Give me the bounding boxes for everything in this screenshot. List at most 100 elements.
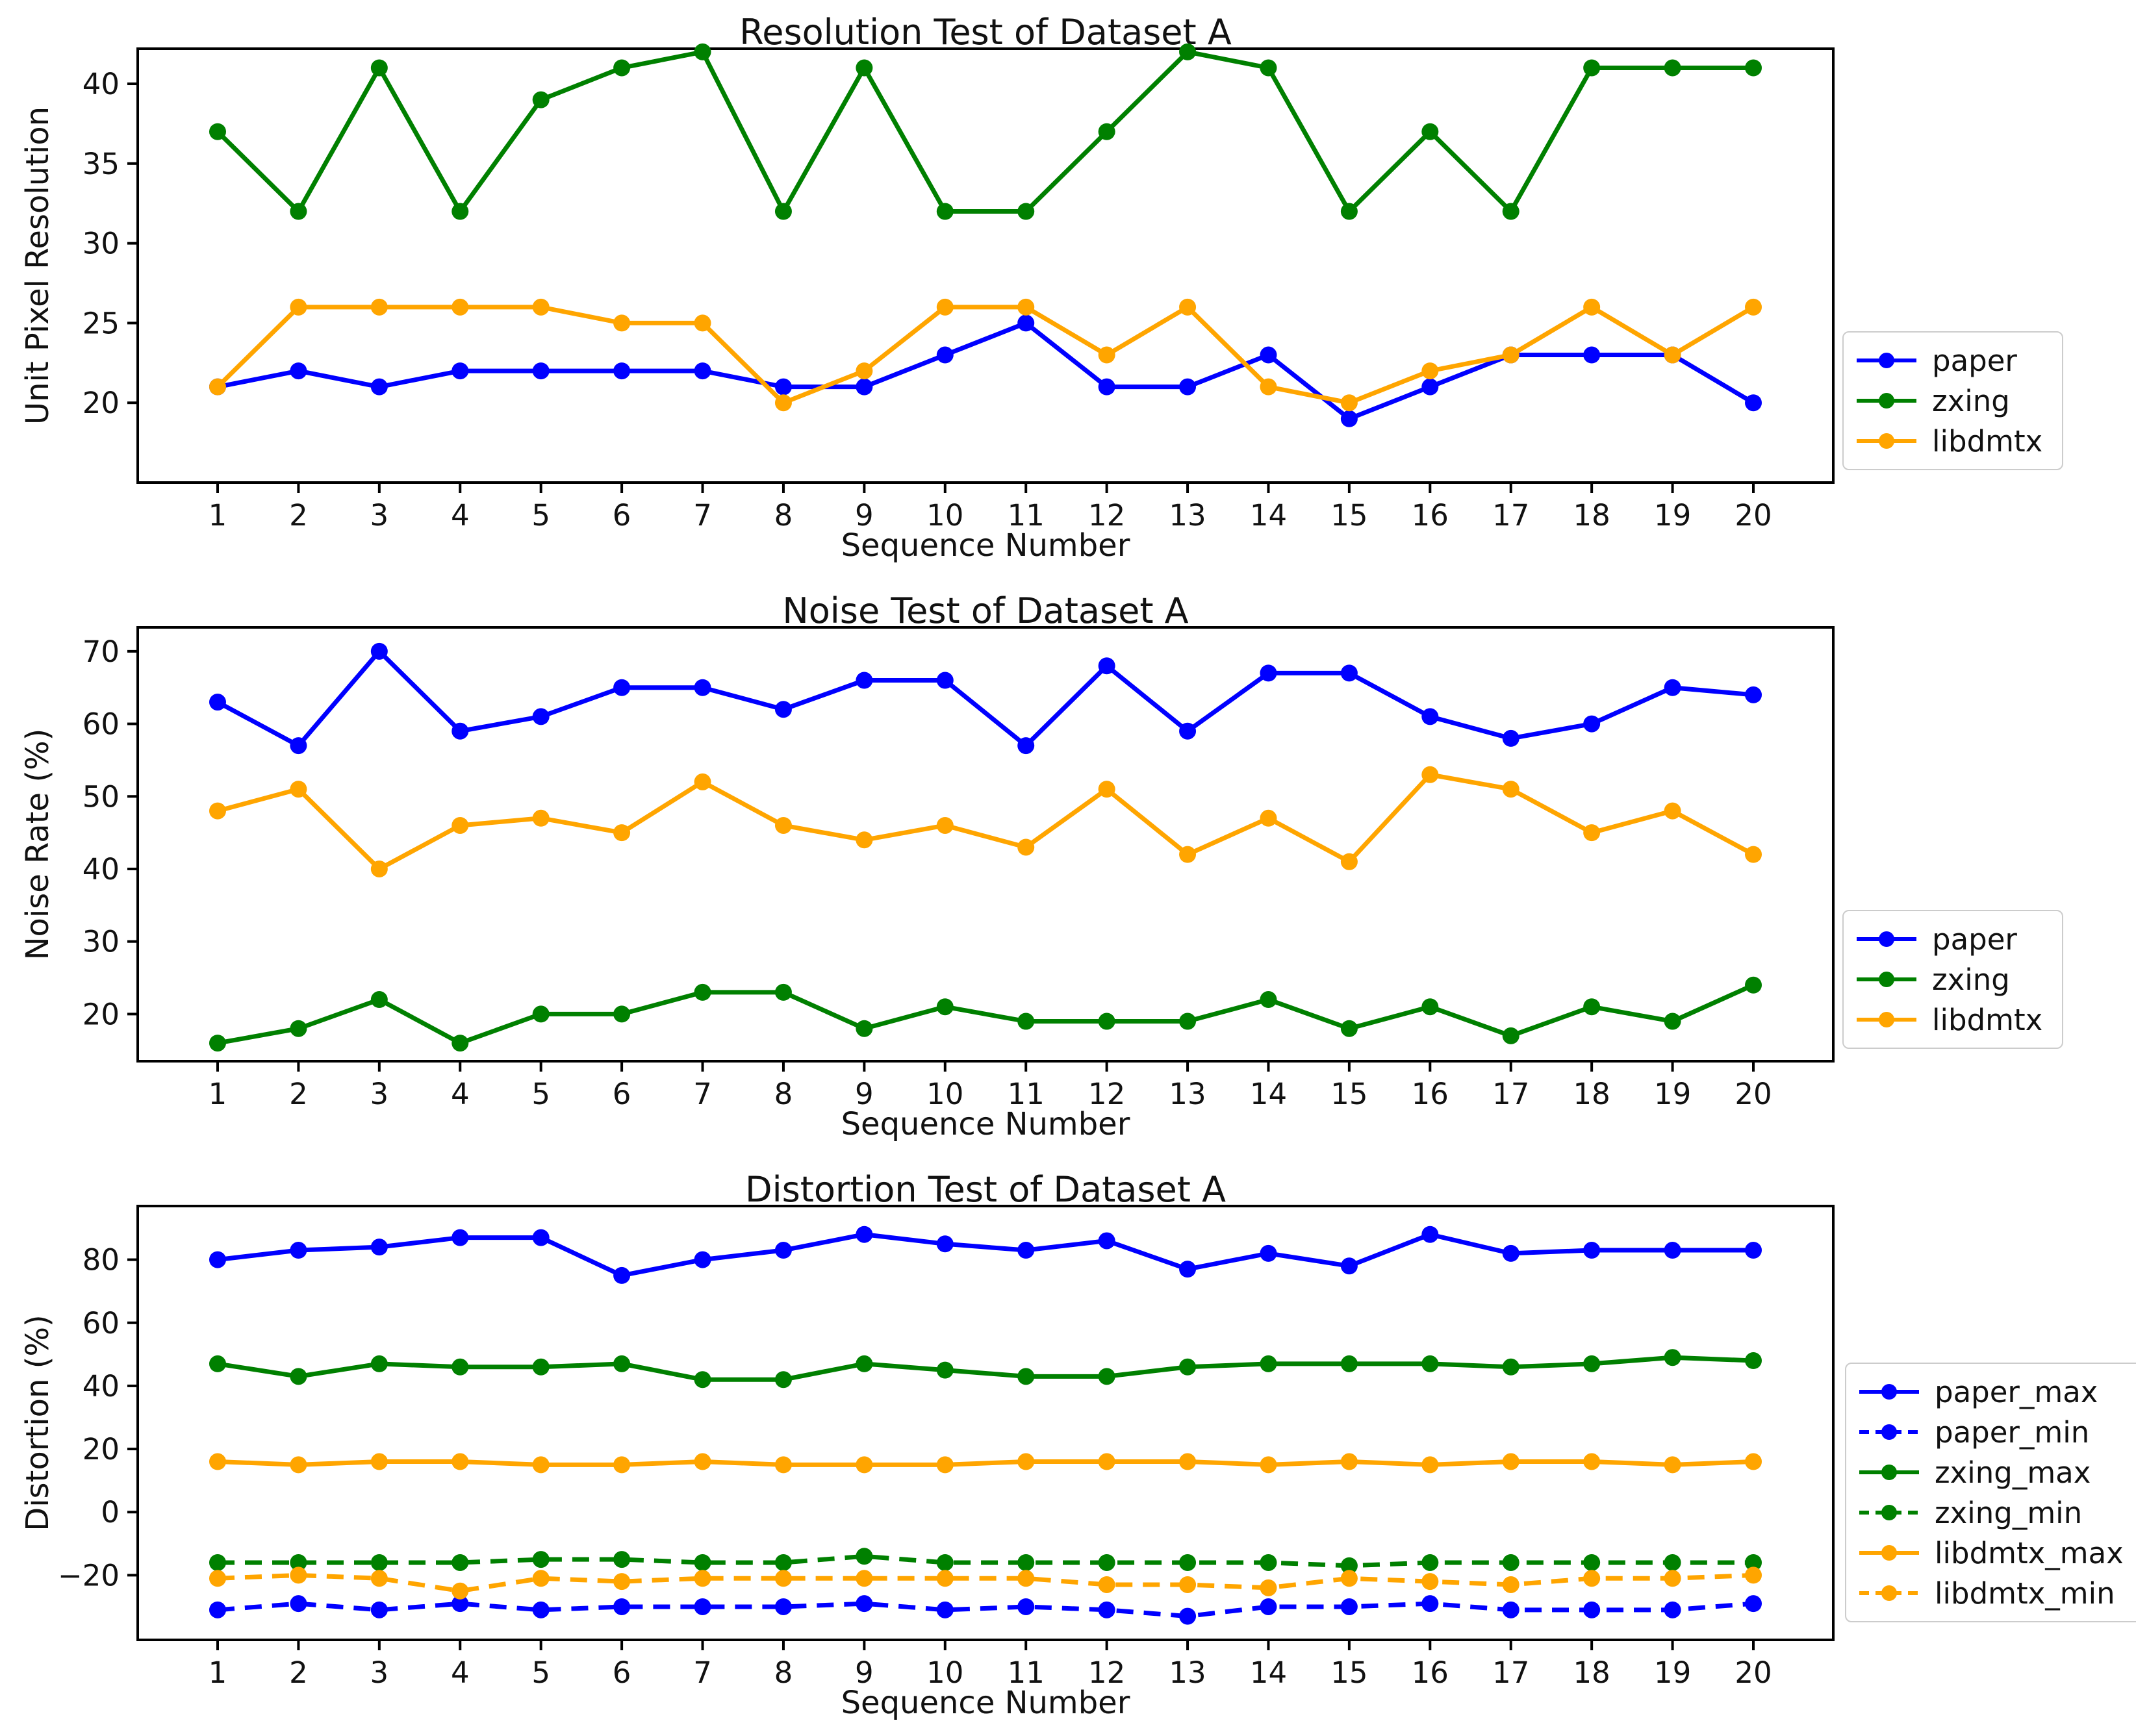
legend-label: zxing (1932, 962, 2010, 997)
marker-paper (1098, 378, 1115, 396)
marker-zxing (936, 203, 954, 220)
y-tick-label: 25 (83, 306, 120, 340)
marker-libdmtx (1664, 346, 1681, 364)
marker-zxing (1017, 203, 1035, 220)
marker-libdmtx (694, 773, 711, 790)
marker-zxing (451, 1035, 469, 1052)
x-tick-label: 15 (1330, 1077, 1367, 1111)
marker-zxing_min (1179, 1554, 1197, 1571)
series-zxing (209, 976, 1762, 1052)
marker-libdmtx (209, 802, 226, 820)
marker-paper (694, 679, 711, 696)
marker-libdmtx (1745, 846, 1762, 863)
marker-paper (1260, 346, 1277, 364)
marker-libdmtx_min (856, 1570, 873, 1587)
marker-libdmtx_min (370, 1570, 388, 1587)
legend-item-paper: paper (1855, 340, 2042, 381)
x-tick-label: 10 (926, 1077, 963, 1111)
x-tick-label: 1 (209, 1655, 227, 1690)
marker-zxing_max (694, 1371, 711, 1389)
marker-libdmtx_max (1421, 1456, 1439, 1474)
x-tick-label: 13 (1169, 1077, 1206, 1111)
x-tick-label: 7 (693, 1655, 712, 1690)
marker-paper (370, 642, 388, 660)
marker-paper (774, 378, 792, 396)
x-tick-label: 14 (1250, 1655, 1287, 1690)
marker-libdmtx (1340, 853, 1358, 870)
marker-zxing (1098, 1013, 1115, 1030)
marker-libdmtx_min (1179, 1576, 1197, 1593)
marker-paper (532, 362, 550, 380)
y-tick-label: 60 (83, 1306, 120, 1340)
marker-libdmtx (1179, 846, 1197, 863)
x-tick-label: 6 (613, 1655, 631, 1690)
axes (136, 47, 1835, 484)
chart-title-distortion: Distortion Test of Dataset A (744, 1169, 1227, 1210)
marker-paper (1502, 729, 1519, 747)
marker-zxing (856, 1020, 873, 1037)
legend-item-paper: paper (1855, 919, 2042, 959)
marker-libdmtx (1260, 378, 1277, 396)
legend-label: libdmtx_max (1935, 1535, 2124, 1570)
marker-zxing_min (774, 1554, 792, 1571)
series-line-zxing_min (218, 1554, 1753, 1568)
marker-libdmtx_max (1583, 1453, 1601, 1470)
series-libdmtx_min (209, 1566, 1762, 1600)
swatch-marker (1879, 1012, 1894, 1027)
marker-paper_min (613, 1598, 631, 1615)
x-tick-label: 5 (531, 1655, 550, 1690)
plot-frame (136, 47, 1835, 484)
marker-libdmtx (532, 298, 550, 316)
marker-libdmtx_max (532, 1456, 550, 1474)
marker-zxing (209, 123, 226, 140)
series-line-paper_max (217, 1232, 1753, 1278)
legend-label: paper_min (1935, 1415, 2090, 1450)
marker-libdmtx (290, 781, 307, 798)
marker-paper (1583, 346, 1601, 364)
marker-paper_max (1421, 1226, 1439, 1243)
libdmtx-line-swatch (1857, 433, 1916, 449)
marker-paper_min (1583, 1601, 1601, 1618)
marker-libdmtx_max (936, 1456, 954, 1474)
legend-label: libdmtx (1932, 423, 2043, 459)
marker-libdmtx (1502, 781, 1519, 798)
marker-libdmtx (1098, 346, 1115, 364)
x-axis-label-noise: Sequence Number (841, 1106, 1130, 1142)
marker-paper (1340, 664, 1358, 682)
legend-item-zxing-min: zxing_min (1858, 1492, 2124, 1533)
marker-libdmtx (1502, 346, 1519, 364)
marker-libdmtx (613, 824, 631, 842)
x-axis-ticks: 1 2 3 4 5 6 7 8 9 10 11 12 13 14 15 16 17 18 19 20 (209, 483, 1772, 533)
series-libdmtx (209, 766, 1762, 877)
legend-label: libdmtx (1932, 1002, 2043, 1037)
marker-paper_min (774, 1598, 792, 1615)
x-axis-label-resolution: Sequence Number (841, 527, 1130, 564)
x-tick-label: 9 (855, 1655, 874, 1690)
x-tick-label: 2 (289, 498, 308, 533)
marker-zxing_max (1017, 1368, 1035, 1385)
legend-distortion: paper_max paper_min zxing_max zxing_min … (1845, 1363, 2136, 1622)
marker-libdmtx (451, 298, 469, 316)
series-line-paper (217, 320, 1755, 421)
y-tick-label: 40 (83, 67, 120, 101)
marker-zxing (1745, 976, 1762, 994)
marker-libdmtx_max (694, 1453, 711, 1470)
marker-zxing (1179, 1013, 1197, 1030)
x-tick-label: 8 (774, 1077, 793, 1111)
marker-paper (936, 672, 954, 689)
marker-libdmtx (370, 860, 388, 877)
marker-paper (1260, 664, 1277, 682)
x-tick-label: 19 (1654, 1655, 1691, 1690)
swatch-marker (1879, 433, 1894, 449)
legend-item-paper-max: paper_max (1858, 1372, 2124, 1412)
y-axis-ticks: 20 30 40 50 60 70 (83, 635, 138, 1031)
marker-libdmtx_max (1340, 1453, 1358, 1470)
marker-paper (1745, 394, 1762, 412)
marker-zxing_min (613, 1551, 631, 1568)
marker-libdmtx (694, 314, 711, 332)
swatch-marker (1881, 1384, 1897, 1400)
marker-zxing (1340, 203, 1358, 220)
legend-item-libdmtx: libdmtx (1855, 421, 2042, 461)
marker-zxing (370, 59, 388, 77)
